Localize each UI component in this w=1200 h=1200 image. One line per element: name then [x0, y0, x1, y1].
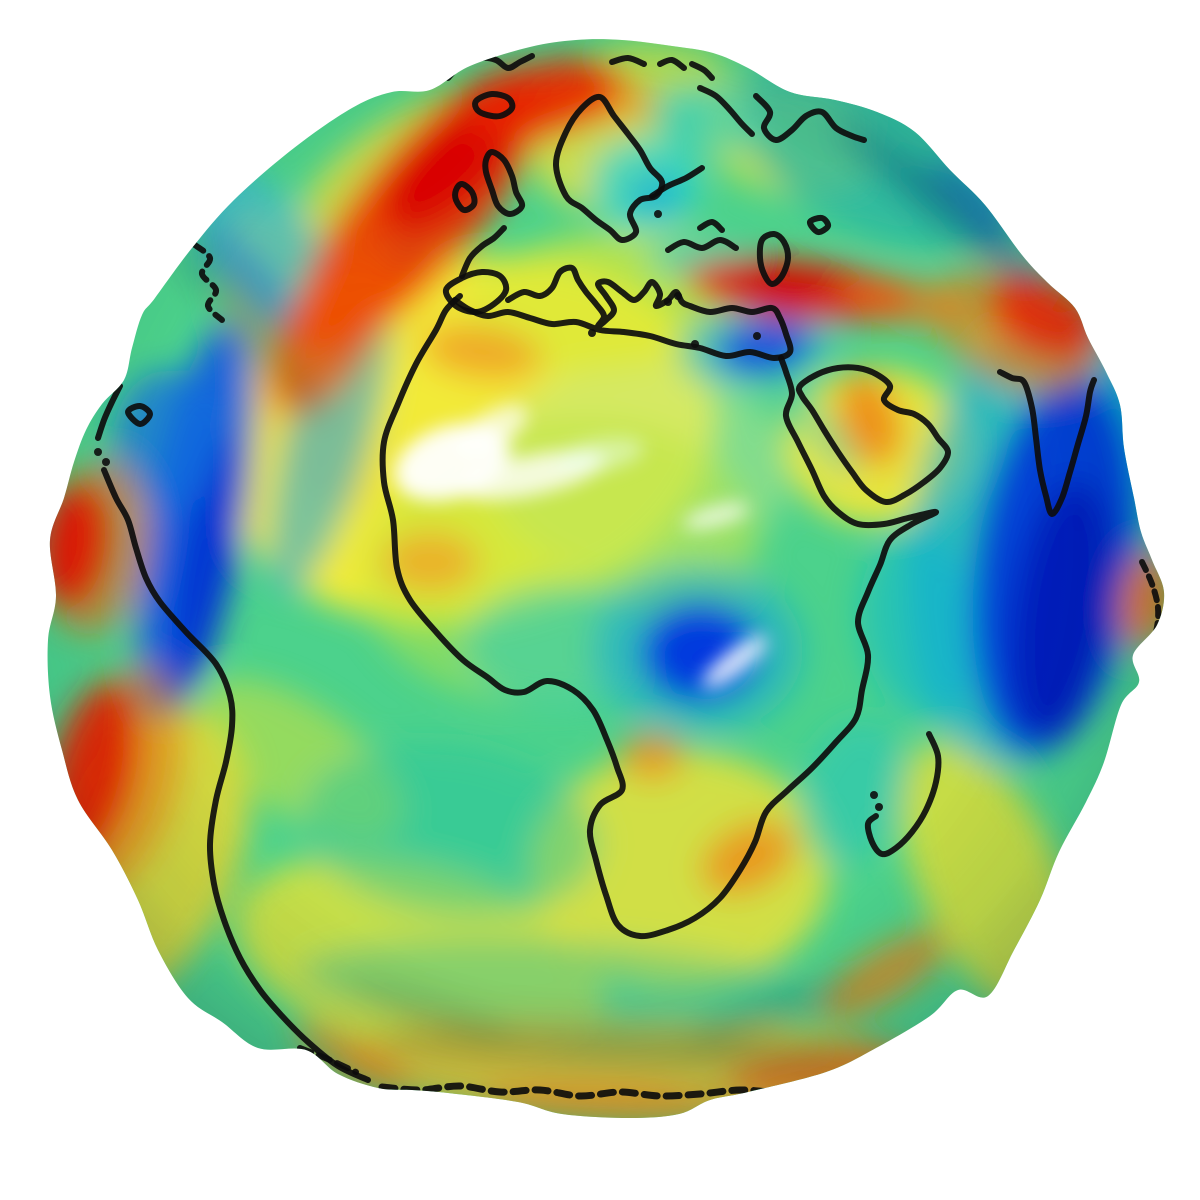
coastline-aral-sea: [806, 214, 832, 236]
coastline-central-america-dashes: [192, 242, 225, 323]
coastline-north-russia-coast: [753, 93, 867, 143]
coastline-south-america-coast: [101, 467, 371, 1083]
coastline-scandinavia-baltic: [553, 93, 666, 243]
coastline-france-atlantic-coast: [459, 225, 507, 279]
island-dot: [691, 340, 699, 348]
coastline-antarctica-rim: [378, 1082, 816, 1100]
coastline-baltic-east-coast: [649, 165, 705, 199]
island-dot: [875, 803, 883, 811]
coastline-india: [997, 369, 1097, 517]
coastline-crimea-fragment: [697, 219, 725, 233]
coastline-britain: [482, 149, 526, 217]
island-dot: [588, 329, 596, 337]
coastline-arabia: [795, 364, 951, 506]
island-dot: [94, 448, 102, 456]
island-dot: [870, 791, 878, 799]
coastline-black-sea-south-shore: [665, 237, 739, 253]
island-dot: [674, 292, 682, 300]
coastline-iceland: [472, 90, 516, 120]
coastline-svalbard-2: [657, 56, 687, 71]
island-dot: [664, 298, 672, 306]
coastline-south-america-ne-fragment: [95, 383, 123, 441]
coastline-svalbard-3: [689, 61, 715, 81]
coastline-africa: [379, 293, 940, 940]
coastline-caspian-sea: [756, 230, 792, 287]
coastline-madagascar: [864, 731, 942, 858]
coastline-svalbard-1: [609, 55, 647, 67]
island-dot: [102, 458, 110, 466]
coastline-novaya-zemlya: [697, 85, 755, 137]
island-dot: [753, 332, 761, 340]
coastline-ireland: [452, 181, 478, 214]
coastline-iberia: [442, 268, 510, 316]
island-dot: [654, 210, 662, 218]
coastline-caribbean-island-ring: [125, 403, 153, 427]
